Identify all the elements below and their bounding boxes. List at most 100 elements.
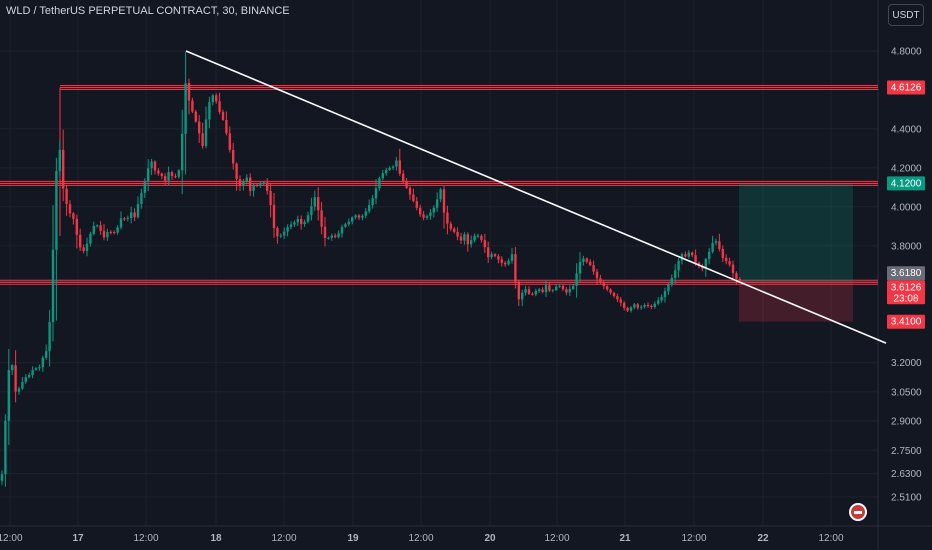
candle-body [238, 179, 242, 186]
currency-button[interactable]: USDT [888, 4, 924, 26]
candle-body [272, 204, 276, 229]
price-tag-text: 3.6180 [891, 268, 922, 279]
candlestick-series [0, 52, 741, 487]
time-tick-label: 19 [347, 533, 359, 544]
candle-body [279, 235, 282, 237]
candle-body [65, 188, 68, 205]
candle-body [385, 169, 388, 174]
candle-body [187, 83, 191, 101]
candle-body [150, 161, 153, 169]
candle-body [405, 181, 408, 188]
candle-body [595, 271, 599, 279]
candle-body [252, 184, 255, 191]
candle-body [368, 205, 371, 212]
candle-body [167, 172, 170, 181]
candle-body [31, 369, 34, 376]
candle-body [289, 224, 293, 228]
candle-body [490, 254, 493, 258]
candle-body [538, 289, 541, 292]
candle-body [221, 111, 225, 120]
candle-body [296, 218, 299, 223]
candle-body [575, 273, 578, 286]
candle-body [99, 225, 102, 231]
candle-body [667, 284, 670, 292]
candle-body [565, 289, 568, 293]
price-axis[interactable]: 4.8000 4.4000 4.2000 4.0000 3.8000 3.2000 3.05… [891, 47, 922, 504]
candle-body [116, 227, 119, 233]
candle-body [381, 173, 384, 179]
long-position-tool[interactable] [739, 183, 853, 322]
candle-body [58, 149, 61, 171]
price-tag-bg [887, 176, 925, 191]
time-tick-label: 18 [210, 533, 222, 544]
candle-body [561, 285, 565, 290]
candle-body [361, 215, 364, 218]
candle-body [266, 182, 269, 191]
candle-body [483, 240, 486, 248]
candle-body [582, 258, 585, 262]
candle-body [340, 226, 344, 234]
candle-body [82, 247, 85, 252]
candle-body [102, 230, 106, 238]
time-tick-label: 21 [619, 533, 631, 544]
candle-body [259, 183, 262, 187]
candle-body [721, 248, 724, 258]
candle-body [636, 304, 639, 308]
candle-body [232, 149, 235, 164]
candle-body [38, 367, 41, 369]
candle-body [4, 420, 7, 475]
tradingview-logo-icon[interactable] [849, 503, 867, 521]
candle-body [55, 170, 58, 250]
candle-body [17, 388, 21, 392]
candle-body [585, 258, 588, 262]
candle-body [555, 286, 558, 291]
candle-body [629, 307, 633, 311]
price-tag-text: 4.6126 [891, 82, 922, 93]
candle-body [395, 160, 398, 167]
candle-body [7, 370, 10, 421]
candle-body [476, 235, 480, 237]
candle-body [310, 206, 313, 216]
candle-body [589, 261, 592, 266]
candle-body [96, 225, 99, 227]
candle-body [0, 474, 4, 481]
candle-body [521, 292, 524, 300]
candle-body [674, 270, 677, 278]
horizontal-levels[interactable] [0, 84, 878, 285]
time-tick-label: 20 [484, 533, 496, 544]
candle-body [41, 357, 44, 368]
candle-body [643, 305, 646, 307]
candle-body [626, 307, 629, 311]
candle-body [283, 231, 286, 236]
candle-body [694, 255, 697, 263]
candle-body [313, 197, 316, 207]
candle-body [201, 133, 204, 147]
candle-body [242, 181, 245, 186]
candle-body [276, 228, 279, 237]
candle-body [306, 215, 310, 222]
candle-body [106, 231, 109, 238]
candle-body [449, 223, 452, 229]
candle-body [408, 187, 412, 195]
candle-body [456, 232, 459, 237]
price-tag-text: 4.1200 [891, 178, 922, 189]
time-tick-label: 12:00 [0, 533, 23, 544]
candle-body [612, 292, 616, 297]
price-tick-label: 2.7500 [891, 446, 922, 457]
candle-body [660, 297, 663, 301]
time-axis[interactable]: 12:00 17 12:00 18 12:00 19 12:00 20 12:00 21 12:00… [0, 533, 844, 544]
candle-body [133, 212, 136, 218]
candle-body [255, 184, 259, 187]
candle-body [269, 190, 272, 205]
candle-body [119, 218, 123, 228]
candle-body [123, 218, 126, 220]
trendline[interactable] [185, 50, 887, 344]
candle-body [34, 368, 38, 370]
candle-body [578, 261, 582, 274]
candle-body [527, 289, 531, 294]
candle-body [45, 351, 48, 358]
candle-body [551, 290, 554, 292]
candle-body [609, 289, 612, 293]
candle-body [534, 291, 537, 295]
